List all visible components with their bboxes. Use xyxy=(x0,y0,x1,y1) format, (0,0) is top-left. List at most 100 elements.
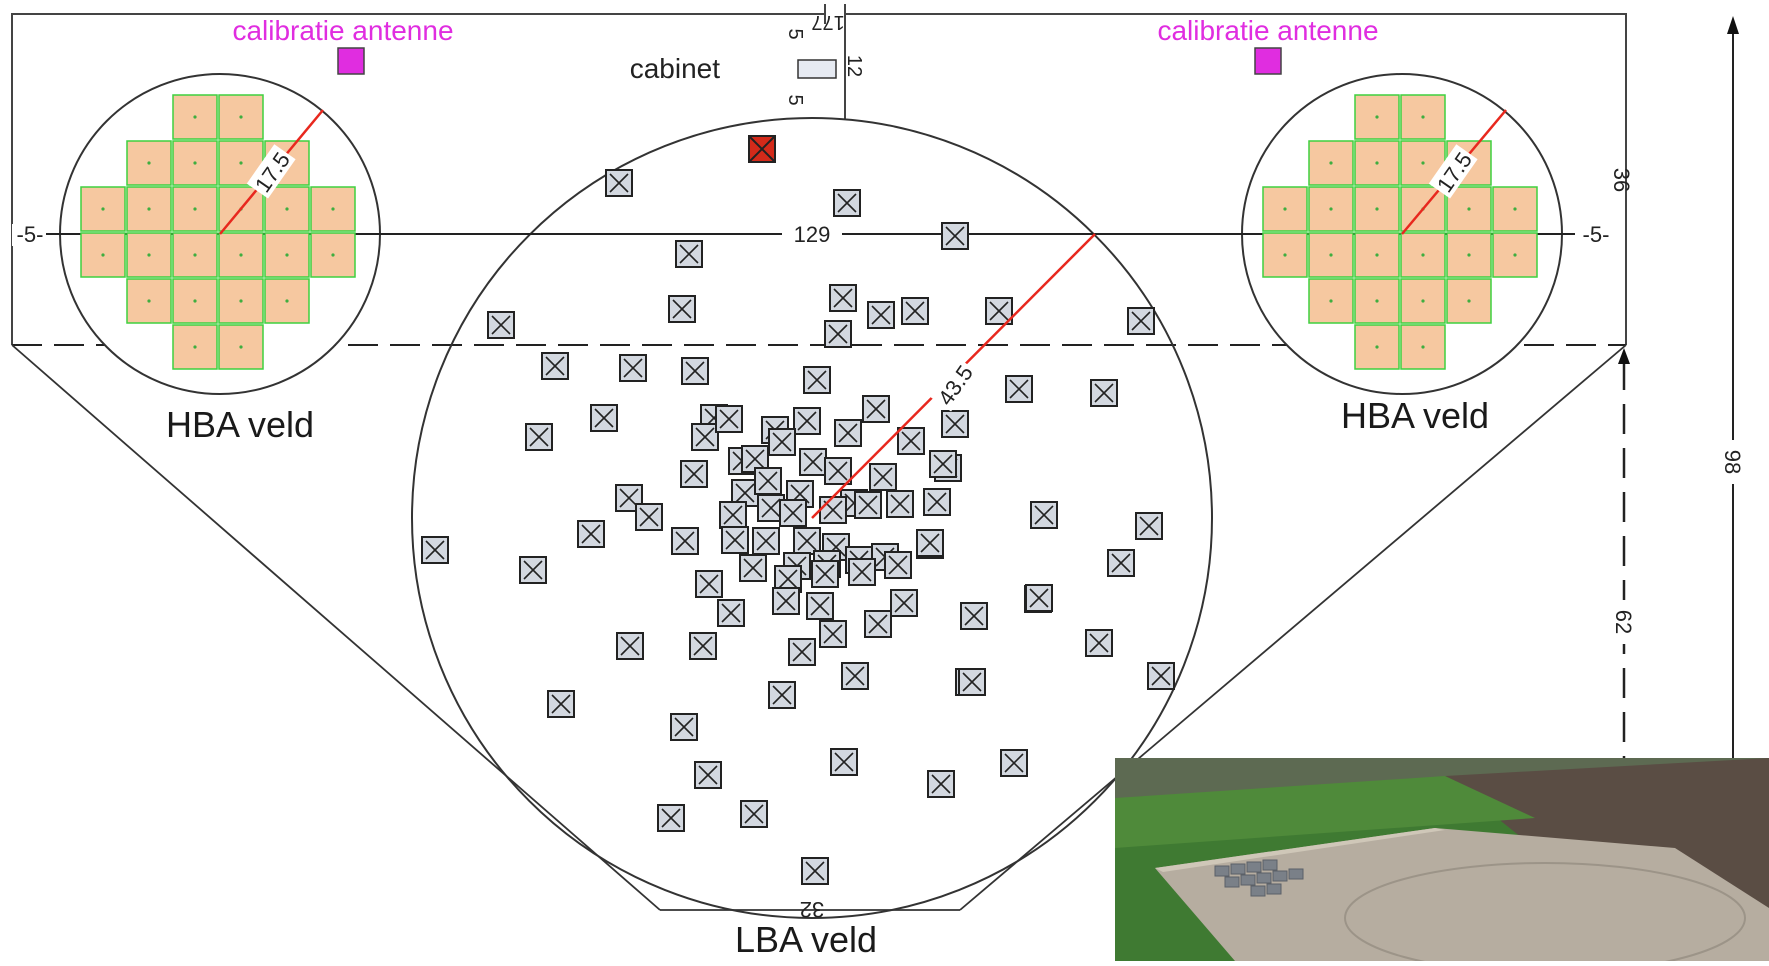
lba-antenna xyxy=(886,490,914,518)
lba-antenna xyxy=(695,570,723,598)
hba-tile-dot xyxy=(193,207,197,211)
hba-tile-dot xyxy=(1329,299,1333,303)
lba-antenna xyxy=(819,496,847,524)
hba-tile-dot xyxy=(1375,207,1379,211)
hba-tile-dot xyxy=(239,161,243,165)
lba-antenna xyxy=(681,357,709,385)
lba-antenna xyxy=(670,713,698,741)
lba-antennas xyxy=(421,169,1175,885)
right-offset-label: -5- xyxy=(1583,222,1610,247)
lba-antenna xyxy=(675,240,703,268)
lba-antenna xyxy=(916,529,944,557)
aerial-photo xyxy=(1115,758,1769,961)
lba-antenna xyxy=(803,366,831,394)
hba-tile-dot xyxy=(1421,253,1425,257)
dimension-62: 62 xyxy=(1611,348,1638,760)
lba-antenna xyxy=(768,428,796,456)
dimension-98: 98 xyxy=(1720,16,1746,760)
hba-tile-dot xyxy=(331,207,335,211)
hba-tile-dot xyxy=(101,207,105,211)
hba-tile-dot xyxy=(1467,207,1471,211)
lba-antenna xyxy=(754,467,782,495)
cabinet-12-label: 12 xyxy=(843,55,865,77)
lba-antenna xyxy=(752,527,780,555)
lba-antenna xyxy=(793,407,821,435)
hba-tile-dot xyxy=(239,253,243,257)
width-129-label: 129 xyxy=(794,222,831,247)
lba-antenna xyxy=(834,419,862,447)
lba-antenna xyxy=(671,527,699,555)
lba-label: LBA veld xyxy=(735,919,877,960)
lba-antenna xyxy=(884,551,912,579)
hba-tile-dot xyxy=(193,345,197,349)
lba-antenna xyxy=(985,297,1013,325)
lba-antenna xyxy=(779,499,807,527)
lba-antenna xyxy=(694,761,722,789)
lba-antenna xyxy=(829,284,857,312)
calibration-antenna-right xyxy=(1254,47,1282,75)
lba-antenna xyxy=(605,169,633,197)
lba-antenna xyxy=(1135,512,1163,540)
red-antenna xyxy=(748,135,776,163)
hba-right-label: HBA veld xyxy=(1341,395,1489,436)
boundary-funnel xyxy=(11,344,1627,911)
hba-tile-dot xyxy=(1283,253,1287,257)
hba-tile-dot xyxy=(1375,161,1379,165)
lba-antenna xyxy=(901,297,929,325)
lba-antenna xyxy=(616,632,644,660)
lba-antenna xyxy=(1147,662,1175,690)
lba-antenna xyxy=(768,681,796,709)
lba-antenna xyxy=(1107,549,1135,577)
hba-tile-dot xyxy=(147,161,151,165)
lba-antenna xyxy=(525,423,553,451)
lba-antenna xyxy=(862,395,890,423)
cabinet-marker xyxy=(797,59,837,79)
hba-tile xyxy=(218,94,264,140)
lba-antenna xyxy=(819,620,847,648)
hba-tile-dot xyxy=(1421,299,1425,303)
lba-antenna xyxy=(691,423,719,451)
hba-tile-dot xyxy=(1513,253,1517,257)
lba-antenna xyxy=(772,587,800,615)
hba-tile-dot xyxy=(193,115,197,119)
calibration-label-right: calibratie antenne xyxy=(1157,15,1378,46)
lba-antenna xyxy=(958,668,986,696)
cabinet-label: cabinet xyxy=(630,53,721,84)
hba-tile xyxy=(172,278,218,324)
lba-antenna xyxy=(717,599,745,627)
hba-tile-dot xyxy=(1375,253,1379,257)
hba-tile-dot xyxy=(1467,253,1471,257)
hba-tile-dot xyxy=(331,253,335,257)
lba-antenna xyxy=(487,311,515,339)
hba-left-tiles xyxy=(80,94,356,370)
lba-antenna xyxy=(519,556,547,584)
lba-antenna xyxy=(1090,379,1118,407)
hba-tile-dot xyxy=(1375,115,1379,119)
lba-antenna xyxy=(1030,501,1058,529)
left-offset-label: -5- xyxy=(17,222,44,247)
hba-tile-dot xyxy=(239,115,243,119)
lba-antenna xyxy=(824,457,852,485)
lba-antenna xyxy=(668,295,696,323)
hba-tile xyxy=(264,232,310,278)
lba-antenna xyxy=(830,748,858,776)
lba-field-circle xyxy=(411,117,1213,919)
calibration-antenna-left xyxy=(337,47,365,75)
hba-left-label: HBA veld xyxy=(166,404,314,445)
lba-antenna xyxy=(740,800,768,828)
lba-antenna xyxy=(619,354,647,382)
lba-antenna xyxy=(848,558,876,586)
lba-antenna xyxy=(890,589,918,617)
lba-antenna xyxy=(897,427,925,455)
lba-antenna xyxy=(657,804,685,832)
hba-tile xyxy=(80,186,126,232)
lower-62-label: 62 xyxy=(1611,610,1636,634)
lba-antenna xyxy=(824,320,852,348)
lba-antenna xyxy=(833,189,861,217)
lba-antenna xyxy=(635,503,663,531)
lba-antenna xyxy=(1025,584,1053,612)
hba-tile-dot xyxy=(239,345,243,349)
hba-tile-dot xyxy=(1283,207,1287,211)
lba-antenna xyxy=(923,488,951,516)
